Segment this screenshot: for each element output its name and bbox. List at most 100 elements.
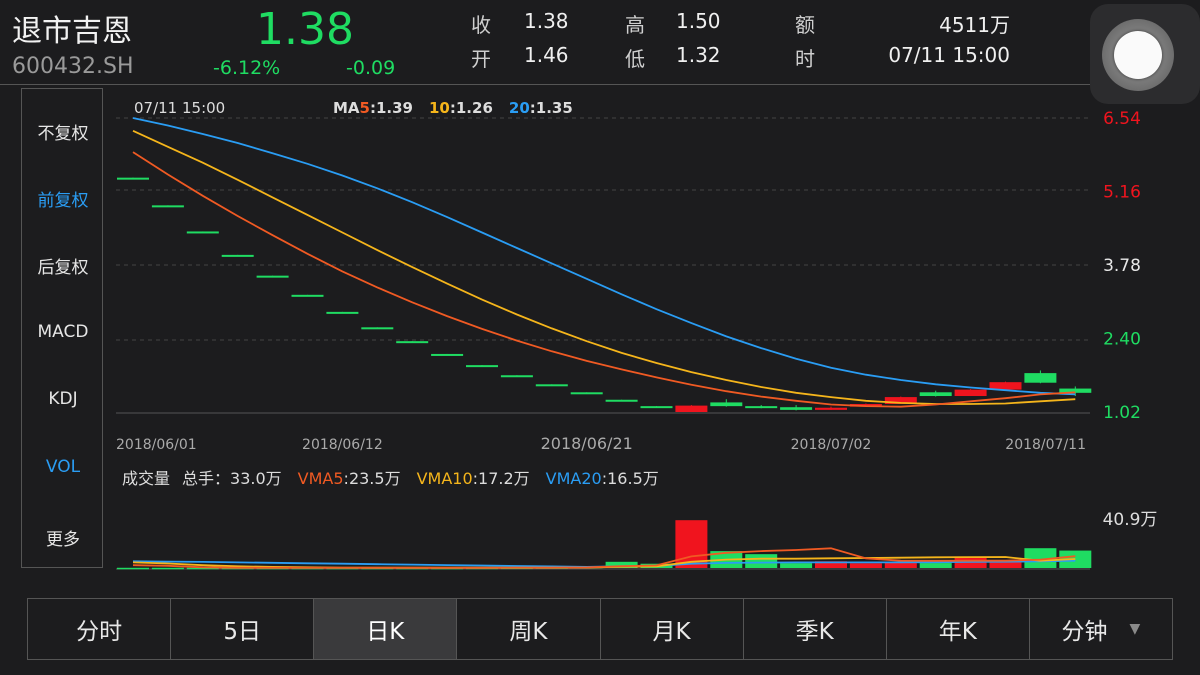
candle-body xyxy=(396,341,429,344)
vma-legend-name: VMA10 xyxy=(417,469,473,488)
vma-legend-value: :23.5万 xyxy=(344,469,401,488)
volume-bar xyxy=(117,567,149,570)
ma-legend-name: 10 xyxy=(429,99,450,117)
change-amount: -0.09 xyxy=(346,57,396,79)
candle-body xyxy=(954,389,987,397)
candle-body xyxy=(535,384,568,387)
stock-code: 600432.SH xyxy=(12,54,134,79)
ma-legend-value: :1.35 xyxy=(530,99,573,117)
volume-bar xyxy=(745,554,778,568)
header-divider xyxy=(0,84,1090,85)
volume-bar xyxy=(1024,548,1057,568)
ma5-line xyxy=(132,151,1076,408)
volume-bar xyxy=(849,563,882,568)
ma20-line xyxy=(132,117,1076,396)
stock-name: 退市吉恩 xyxy=(12,14,132,49)
candle-body xyxy=(710,402,743,407)
candle-body xyxy=(151,205,184,208)
kline-chart[interactable]: 6.54 5.16 3.78 2.40 1.02 2018/06/01 2018/06/12… xyxy=(0,0,1200,600)
y-tick-label: 3.78 xyxy=(1103,256,1141,276)
menu-item-macd[interactable]: MACD xyxy=(37,322,89,342)
menu-item-backward-adjust[interactable]: 后复权 xyxy=(37,258,89,278)
tab-5day[interactable]: 5日 xyxy=(171,599,315,659)
volume-bar xyxy=(605,561,638,568)
tab-label: 周K xyxy=(509,619,548,645)
candle-body xyxy=(919,392,952,397)
candle-body xyxy=(675,405,708,412)
open-value: 1.46 xyxy=(524,43,569,67)
tab-intraday[interactable]: 分时 xyxy=(28,599,172,659)
high-value: 1.50 xyxy=(676,9,721,33)
candle-body xyxy=(256,275,289,278)
menu-item-more[interactable]: 更多 xyxy=(46,530,80,550)
caret-down-icon: ▼ xyxy=(1129,621,1141,637)
volume-bar xyxy=(919,563,952,568)
vma-legend-name: VMA5 xyxy=(298,469,344,488)
tab-weekly-k[interactable]: 周K xyxy=(457,599,601,659)
ma-legend-prefix: MA xyxy=(333,99,360,117)
volume-bar xyxy=(151,567,184,570)
assistive-touch-core-icon[interactable] xyxy=(1114,31,1162,79)
volume-bar xyxy=(884,562,917,568)
tab-yearly-k[interactable]: 年K xyxy=(887,599,1030,659)
vma5-line xyxy=(132,547,1076,569)
vma-legend-value: :17.2万 xyxy=(473,469,530,488)
x-tick-label: 2018/07/02 xyxy=(791,437,872,453)
volume-total-value: 33.0万 xyxy=(230,469,282,488)
volume-bar xyxy=(780,563,813,568)
tab-monthly-k[interactable]: 月K xyxy=(601,599,744,659)
tab-minute[interactable]: 分钟 ▼ xyxy=(1030,599,1172,659)
ma-legend-value: :1.39 xyxy=(370,99,413,117)
tab-label: 分钟 xyxy=(1061,619,1108,645)
vma-legend-value: :16.5万 xyxy=(602,469,659,488)
candle-body xyxy=(361,327,394,330)
menu-item-no-adjust[interactable]: 不复权 xyxy=(37,124,89,144)
close-value: 1.38 xyxy=(524,9,569,33)
candle-body xyxy=(605,399,638,402)
tab-daily-k[interactable]: 日K xyxy=(314,599,458,659)
candle-body xyxy=(745,406,778,409)
open-label: 开 xyxy=(471,47,491,71)
y-tick-label: 1.02 xyxy=(1103,403,1141,423)
candle-body xyxy=(291,294,324,297)
menu-item-vol[interactable]: VOL xyxy=(45,457,81,477)
ma-legend-name: 20 xyxy=(509,99,530,117)
menu-item-forward-adjust[interactable]: 前复权 xyxy=(37,191,89,211)
volume-bar xyxy=(186,567,219,570)
time-label: 时 xyxy=(795,47,815,71)
x-tick-label: 2018/06/01 xyxy=(116,437,197,453)
tab-label: 分时 xyxy=(76,619,123,645)
tab-label: 年K xyxy=(938,619,977,645)
candle-body xyxy=(884,397,917,405)
candle-body xyxy=(1024,373,1057,383)
volume-bar xyxy=(815,561,847,568)
menu-item-kdj[interactable]: KDJ xyxy=(48,389,78,409)
ma-legend: MA5:1.39 10:1.26 20:1.35 xyxy=(333,99,573,117)
candle-body xyxy=(780,407,813,410)
tab-label: 日K xyxy=(366,619,405,645)
candle-body xyxy=(117,177,149,180)
candle-body xyxy=(815,407,847,410)
low-label: 低 xyxy=(625,47,645,71)
period-tab-bar: 分时 5日 日K 周K 月K 季K 年K 分钟 ▼ xyxy=(27,598,1173,660)
volume-bar xyxy=(989,560,1022,568)
side-menu: 不复权 前复权 后复权 MACD KDJ VOL 更多 xyxy=(21,88,103,568)
candle-body xyxy=(1059,388,1092,393)
last-price: 1.38 xyxy=(256,4,354,55)
change-percent: -6.12% xyxy=(213,57,281,79)
candle-body xyxy=(570,392,603,395)
candle-body xyxy=(431,353,464,356)
candle-body xyxy=(989,382,1022,390)
time-value: 07/11 15:00 xyxy=(888,43,1010,67)
amount-label: 额 xyxy=(795,13,815,37)
close-label: 收 xyxy=(471,13,491,37)
y-tick-label: 6.54 xyxy=(1103,109,1141,129)
tab-quarterly-k[interactable]: 季K xyxy=(744,599,887,659)
high-label: 高 xyxy=(625,13,645,37)
tab-label: 月K xyxy=(652,619,691,645)
ma-legend-value: :1.26 xyxy=(450,99,493,117)
x-tick-label: 2018/07/11 xyxy=(1005,437,1086,453)
ma10-line xyxy=(132,129,1076,405)
x-tick-label: 2018/06/21 xyxy=(541,434,633,453)
volume-total-label: 总手： xyxy=(182,469,230,488)
